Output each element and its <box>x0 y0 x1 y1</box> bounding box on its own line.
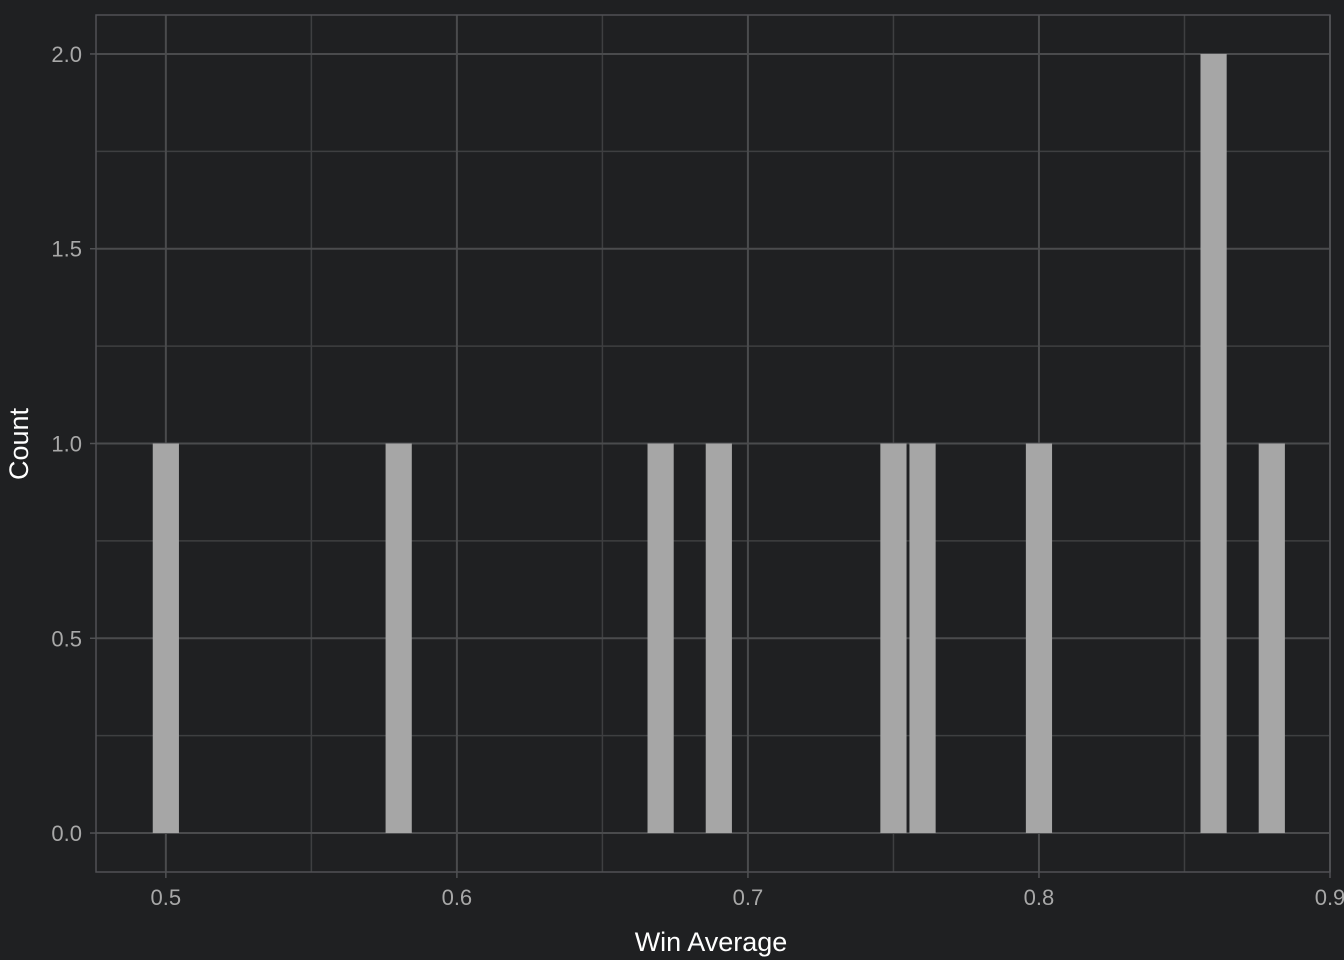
histogram-bar <box>1258 443 1285 834</box>
x-tick-label: 0.6 <box>442 885 473 910</box>
histogram-bar <box>705 443 732 834</box>
y-tick-label: 2.0 <box>51 42 82 67</box>
x-axis-title: Win Average <box>635 927 788 957</box>
x-tick-label: 0.7 <box>733 885 764 910</box>
histogram-bar <box>880 443 907 834</box>
axis-ticks <box>90 53 1331 878</box>
y-tick-label: 1.5 <box>51 237 82 262</box>
y-tick-label: 0.0 <box>51 821 82 846</box>
x-tick-label: 0.5 <box>151 885 182 910</box>
tick-labels: 0.5 0.6 0.7 0.8 0.9 0.0 0.5 1.0 1.5 2.0 <box>51 42 1344 910</box>
x-tick-label: 0.8 <box>1024 885 1055 910</box>
histogram-bar <box>385 443 412 834</box>
y-tick-label: 1.0 <box>51 432 82 457</box>
bars <box>152 53 1285 834</box>
histogram-bar <box>909 443 936 834</box>
y-axis-title: Count <box>4 407 34 480</box>
y-tick-label: 0.5 <box>51 626 82 651</box>
histogram-bar <box>152 443 179 834</box>
x-tick-label: 0.9 <box>1315 885 1344 910</box>
histogram-bar <box>1025 443 1053 834</box>
histogram-bar <box>647 443 674 834</box>
histogram-bar <box>1200 53 1227 834</box>
